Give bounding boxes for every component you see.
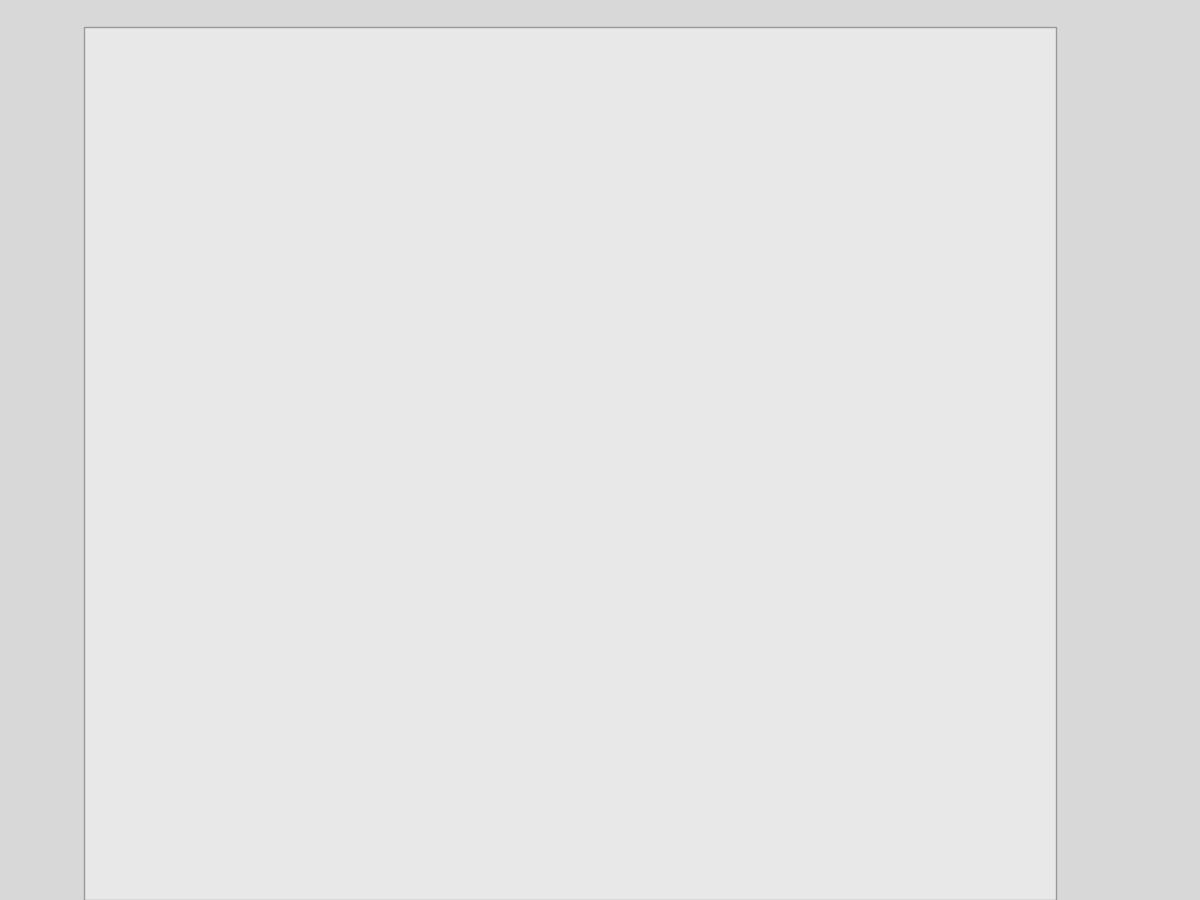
Text: 3-Hydroxy-hexan-2-one: 3-Hydroxy-hexan-2-one <box>174 628 403 647</box>
Text: 3-Hydroxy-hexan-2-al: 3-Hydroxy-hexan-2-al <box>174 797 384 816</box>
Text: Name the molecule below:: Name the molecule below: <box>96 45 392 65</box>
Text: 2-Hydroxy-hexan-3-one: 2-Hydroxy-hexan-3-one <box>174 741 403 760</box>
Text: O: O <box>452 526 472 551</box>
Text: 2-Hydroxy-hexan-3-ol: 2-Hydroxy-hexan-3-ol <box>174 685 385 704</box>
Text: OH: OH <box>335 237 373 261</box>
Text: 3-Hydroxy-hexan-1-ol: 3-Hydroxy-hexan-1-ol <box>174 853 385 872</box>
Text: 3-Hydroxy-pentan-2-al: 3-Hydroxy-pentan-2-al <box>174 572 394 591</box>
